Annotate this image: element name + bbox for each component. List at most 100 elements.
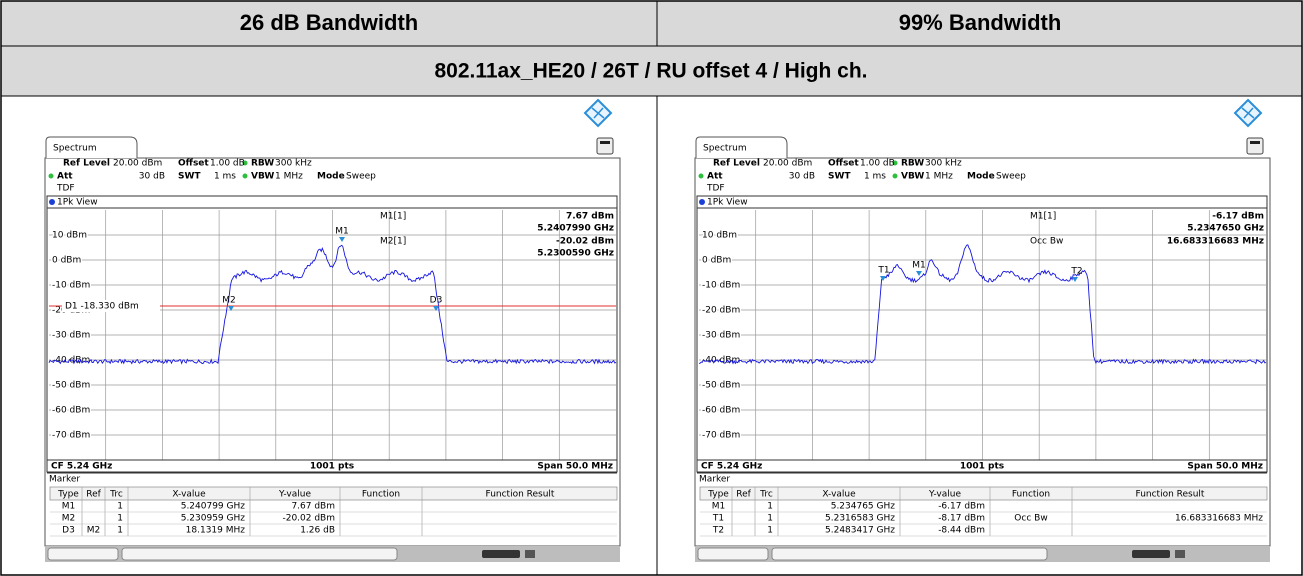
setting: RBW xyxy=(251,159,274,169)
setting: 20.00 dBm xyxy=(113,159,162,169)
display-line-label: D1 -18.330 dBm xyxy=(65,302,139,312)
y-label: 10 dBm xyxy=(702,231,737,241)
tab-label: Spectrum xyxy=(703,144,747,154)
setting: Mode xyxy=(317,172,345,182)
table-cell: 1 xyxy=(117,502,123,512)
y-label: -60 dBm xyxy=(52,406,90,416)
marker-label: D3 xyxy=(430,296,443,306)
marker-table-title: Marker xyxy=(49,475,80,485)
table-header: Ref xyxy=(736,490,751,500)
marker-triangle xyxy=(339,237,345,242)
table-cell: M1 xyxy=(62,502,76,512)
tab-icon-bar xyxy=(1250,141,1260,144)
tab-icon-bar xyxy=(600,141,610,144)
marker-label: T1 xyxy=(877,266,889,276)
table-cell: 7.67 dBm xyxy=(291,502,335,512)
setting: TDF xyxy=(56,184,75,194)
marker-info-value: -20.02 dBm xyxy=(556,237,614,247)
table-header: Function Result xyxy=(486,490,555,500)
y-label: -40 dBm xyxy=(702,356,740,366)
setting: Mode xyxy=(967,172,995,182)
table-cell: Occ Bw xyxy=(1014,514,1047,524)
table-cell: -8.17 dBm xyxy=(938,514,985,524)
marker-triangle xyxy=(880,276,886,281)
status-icon xyxy=(1175,550,1185,558)
y-label: 10 dBm xyxy=(52,231,87,241)
table-header: X-value xyxy=(172,490,206,500)
marker-info-value: 7.67 dBm xyxy=(566,212,614,222)
tab-icon xyxy=(1246,137,1264,155)
marker-info-value: 5.2300590 GHz xyxy=(537,249,614,259)
tab-label: Spectrum xyxy=(53,144,97,154)
table-cell: -6.17 dBm xyxy=(938,502,985,512)
trace xyxy=(48,244,617,365)
table-header: Function xyxy=(362,490,400,500)
setting: Att xyxy=(57,172,73,182)
setting: 1 MHz xyxy=(925,172,953,182)
table-cell: 5.234765 GHz xyxy=(831,502,896,512)
view-label: 1Pk View xyxy=(57,198,98,208)
y-label: -10 dBm xyxy=(702,281,740,291)
setting: 300 kHz xyxy=(275,159,312,169)
marker-triangle xyxy=(1072,277,1078,282)
table-header: Type xyxy=(707,490,729,500)
table-header: Ref xyxy=(86,490,101,500)
y-label: -50 dBm xyxy=(702,381,740,391)
table-header: Type xyxy=(57,490,79,500)
setting: TDF xyxy=(706,184,725,194)
status-dot xyxy=(242,173,248,179)
setting: 1.00 dB xyxy=(210,159,245,169)
setting: 20.00 dBm xyxy=(763,159,812,169)
logo-mark xyxy=(1241,107,1255,119)
view-label: 1Pk View xyxy=(707,198,748,208)
marker-table-title: Marker xyxy=(699,475,730,485)
table-cell: 5.240799 GHz xyxy=(181,502,246,512)
table-cell: 5.2316583 GHz xyxy=(825,514,895,524)
status-dot xyxy=(892,173,898,179)
y-label: -70 dBm xyxy=(702,431,740,441)
status-field xyxy=(121,547,398,561)
subheader: 802.11ax_HE20 / 26T / RU offset 4 / High… xyxy=(434,60,867,83)
table-cell: -20.02 dBm xyxy=(282,514,335,524)
marker-info-label: Occ Bw xyxy=(1030,237,1063,247)
graph-box xyxy=(46,195,618,473)
marker-info-value: 5.2407990 GHz xyxy=(537,224,614,234)
marker-label: M1 xyxy=(335,227,349,237)
table-cell: 1 xyxy=(767,514,773,524)
table-header: X-value xyxy=(822,490,856,500)
setting: VBW xyxy=(251,172,274,182)
status-dot xyxy=(698,173,704,179)
marker-triangle xyxy=(916,271,922,276)
table-header: Function Result xyxy=(1136,490,1205,500)
header-background xyxy=(1,1,1302,96)
setting: Sweep xyxy=(996,172,1026,182)
setting: Att xyxy=(707,172,723,182)
tab xyxy=(45,136,138,158)
progress xyxy=(1132,550,1170,558)
setting: 30 dB xyxy=(139,172,165,182)
progress xyxy=(482,550,520,558)
y-label: 0 dBm xyxy=(702,256,731,266)
table-header-bg xyxy=(49,486,618,501)
footer-cf: CF 5.24 GHz xyxy=(701,462,762,472)
marker-label: M2 xyxy=(222,296,236,306)
trace xyxy=(698,244,1267,365)
view-dot xyxy=(699,199,705,205)
header-right: 99% Bandwidth xyxy=(899,10,1062,35)
marker-info-label: M1[1] xyxy=(380,212,406,222)
setting: Ref Level xyxy=(713,159,760,169)
marker-info-value: 16.683316683 MHz xyxy=(1167,237,1264,247)
table-cell: 1 xyxy=(767,526,773,536)
table-header: Trc xyxy=(109,490,123,500)
setting: 30 dB xyxy=(789,172,815,182)
status-dot xyxy=(892,160,898,166)
setting: SWT xyxy=(828,172,851,182)
table-header: Y-value xyxy=(278,490,311,500)
view-dot xyxy=(49,199,55,205)
spectrum-screenshot: Spectrum Ref Level 20.00 dBm Offset 1.00 dB R… xyxy=(694,98,1271,562)
table-cell: 5.2483417 GHz xyxy=(825,526,895,536)
status-field xyxy=(697,547,769,561)
table-cell: 1.26 dB xyxy=(300,526,335,536)
